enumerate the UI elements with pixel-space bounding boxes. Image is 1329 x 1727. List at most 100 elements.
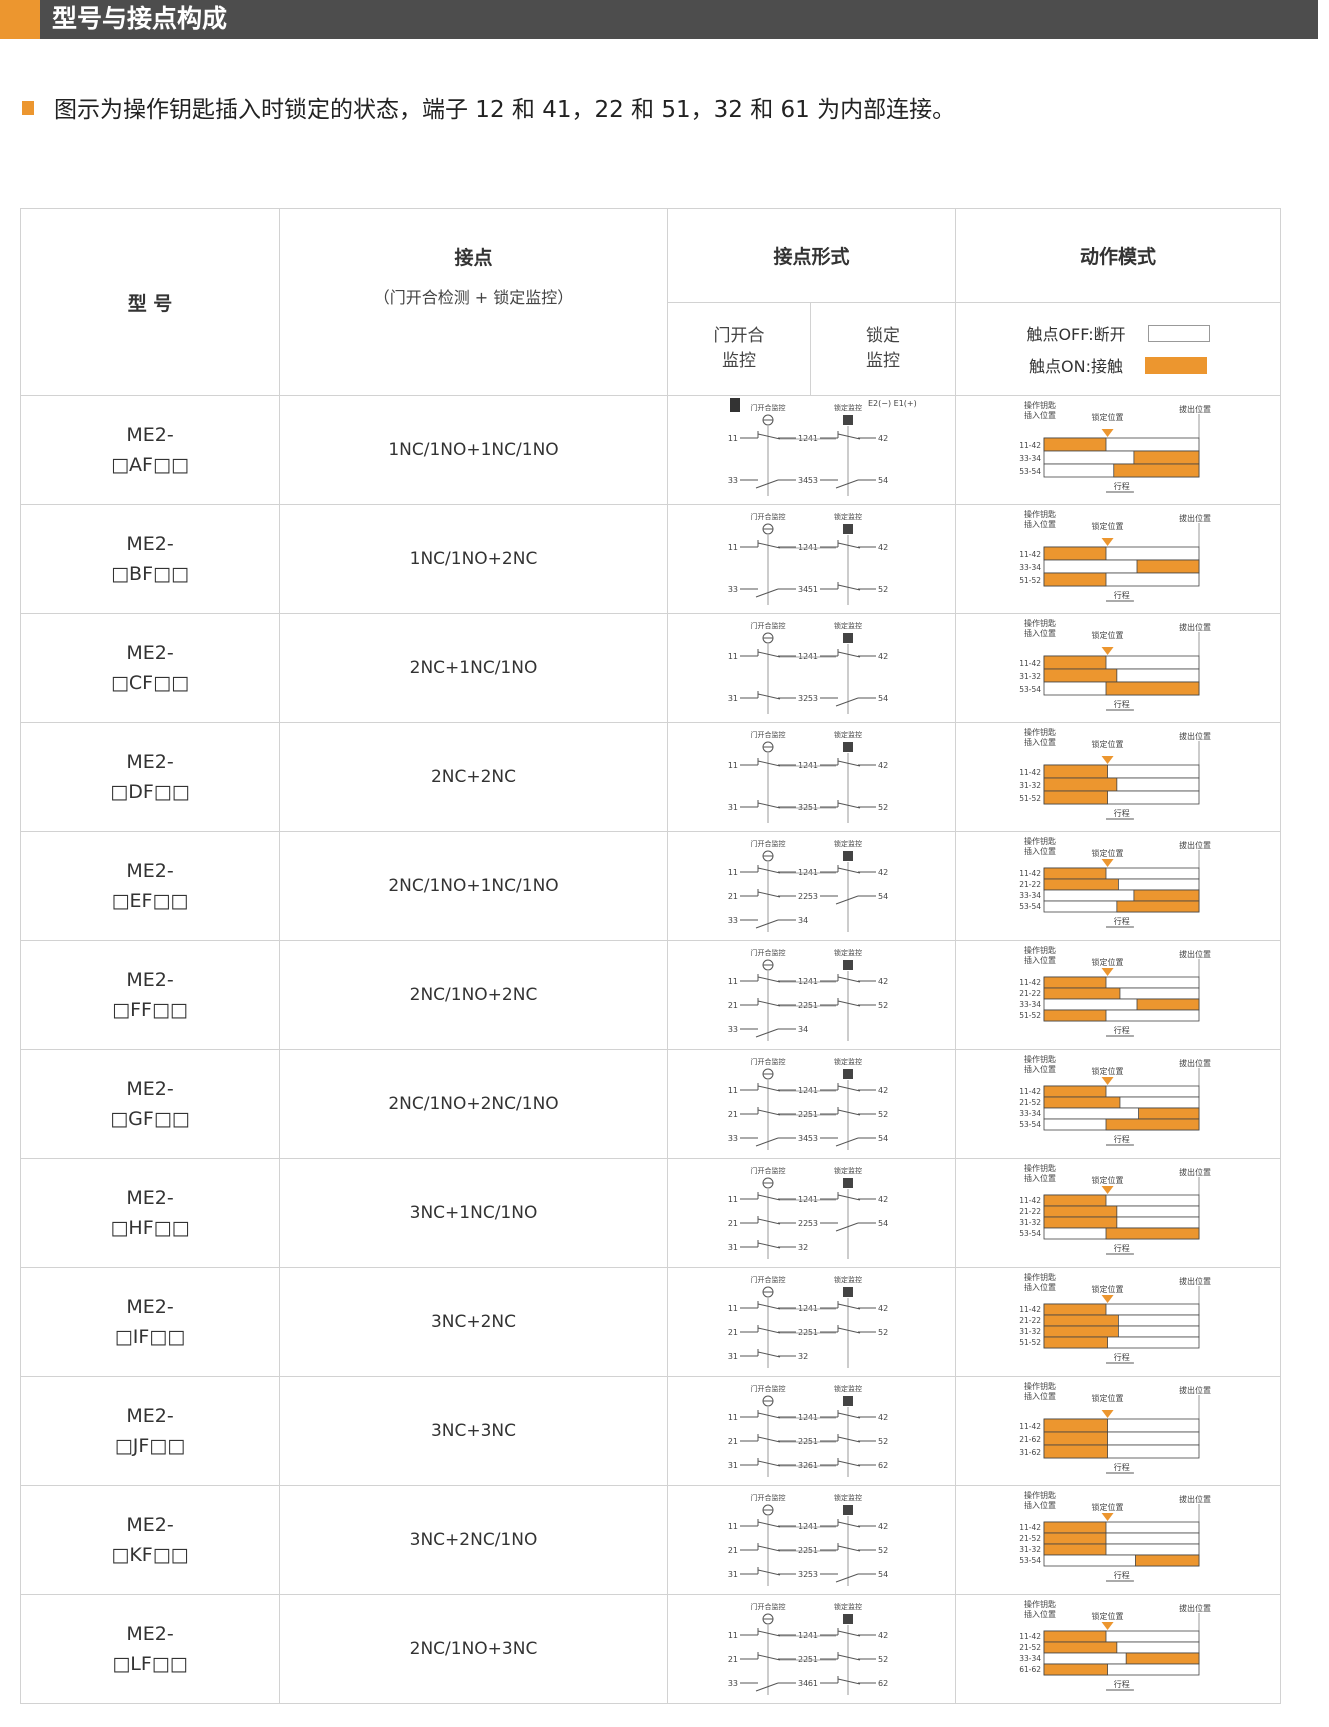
- timing-bar-on: [1043, 1521, 1107, 1534]
- contact-cell: 2NC/1NO+2NC: [279, 940, 668, 1050]
- terminal-label: 53: [808, 476, 818, 485]
- nc-contact: [757, 1460, 781, 1467]
- pull-position-label: 拔出位置: [1179, 1385, 1211, 1395]
- no-contact: [835, 479, 859, 489]
- insert-position-label: 操作钥匙: [1024, 727, 1056, 737]
- model-cell: ME2- □DF□□: [20, 722, 280, 832]
- timing-row-label: 31-32: [1019, 672, 1041, 681]
- nc-contact: [757, 1654, 781, 1661]
- terminal-label: 31: [728, 803, 738, 812]
- timing-row-label: 11-42: [1019, 441, 1041, 450]
- terminal-label: 54: [878, 1134, 888, 1143]
- model-code: □BF□□: [111, 563, 189, 585]
- door-monitor-label: 门开合监控: [751, 1057, 786, 1066]
- nc-contact: [837, 1085, 861, 1092]
- subheader-lock: 锁定 监控: [809, 302, 957, 396]
- pull-position-label: 拔出位置: [1179, 840, 1211, 850]
- lock-monitor-label: 锁定监控: [834, 621, 862, 630]
- model-cell: ME2- □AF□□: [20, 395, 280, 505]
- model-cell: ME2- □BF□□: [20, 504, 280, 614]
- terminal-label: 61: [808, 1679, 818, 1688]
- banner-accent: [0, 0, 40, 39]
- lock-monitor-label: 锁定监控: [834, 1275, 862, 1284]
- terminal-label: 42: [878, 1522, 888, 1531]
- insert-position-label: 操作钥匙: [1024, 1490, 1056, 1500]
- door-monitor-label: 门开合监控: [751, 1384, 786, 1393]
- legend-on-swatch: [1145, 356, 1207, 374]
- action-mode-cell: 操作钥匙 插入位置 锁定位置 拔出位置 11-42 33-34 51-52 行程: [955, 504, 1282, 614]
- nc-contact: [837, 1678, 861, 1685]
- nc-contact: [837, 1460, 861, 1467]
- lock-monitor-label: 锁定监控: [834, 948, 862, 957]
- timing-bar-on: [1043, 1303, 1107, 1316]
- terminal-label: 31: [728, 1461, 738, 1470]
- lock-position-label: 锁定位置: [1092, 521, 1124, 531]
- insert-position-label-2: 插入位置: [1024, 1064, 1056, 1074]
- lock-actuator-icon: [843, 1614, 853, 1624]
- section-banner: 型号与接点构成: [0, 0, 1318, 39]
- timing-bar-on: [1043, 1431, 1108, 1446]
- terminal-label: 42: [878, 761, 888, 770]
- insert-position-label-2: 插入位置: [1024, 1500, 1056, 1510]
- timing-row-label: 33-34: [1019, 563, 1041, 572]
- timing-row-label: 31-32: [1019, 781, 1041, 790]
- timing-bar-on: [1043, 764, 1108, 779]
- lock-actuator-icon: [843, 960, 853, 970]
- nc-contact: [837, 976, 861, 983]
- terminal-label: 42: [878, 868, 888, 877]
- model-prefix: ME2-: [126, 1078, 174, 1100]
- timing-bar-on: [1105, 1227, 1200, 1240]
- timing-row-label: 31-32: [1019, 1545, 1041, 1554]
- terminal-label: 31: [728, 1570, 738, 1579]
- terminal-label: 52: [878, 1110, 888, 1119]
- door-monitor-label: 门开合监控: [751, 1275, 786, 1284]
- timing-row-label: 21-52: [1019, 1534, 1041, 1543]
- timing-bar-on: [1043, 1336, 1108, 1349]
- nc-contact: [757, 1545, 781, 1552]
- terminal-label: 21: [728, 1328, 738, 1337]
- nc-contact: [837, 1521, 861, 1528]
- timing-bar-on: [1043, 668, 1118, 683]
- lock-position-label: 锁定位置: [1092, 630, 1124, 640]
- lock-position-label: 锁定位置: [1092, 848, 1124, 858]
- insert-position-label-2: 插入位置: [1024, 628, 1056, 638]
- timing-bar-on: [1043, 1205, 1118, 1218]
- lock-monitor-label: 锁定监控: [834, 1384, 862, 1393]
- lock-actuator-icon: [843, 524, 853, 534]
- timing-row-label: 51-52: [1019, 1011, 1041, 1020]
- insert-position-label-2: 插入位置: [1024, 1282, 1056, 1292]
- table-row: ME2- □LF□□ 2NC/1NO+3NC 门开合监控 锁定监控 11 12 21 22 3…: [20, 1594, 1282, 1704]
- contact-diagram-cell: 门开合监控 锁定监控 11 12 21 22 33 34 41 42 51 52 61 62: [666, 1594, 957, 1704]
- action-mode-cell: 操作钥匙 插入位置 锁定位置 拔出位置 11-42 21-22 31-32 51-52 行程: [955, 1267, 1282, 1377]
- timing-row-label: 53-54: [1019, 685, 1041, 694]
- col-header-model: 型 号: [20, 208, 280, 396]
- timing-row-label: 33-34: [1019, 454, 1041, 463]
- timing-row-label: 31-32: [1019, 1327, 1041, 1336]
- model-code: □GF□□: [110, 1108, 190, 1130]
- lock-position-marker-icon: [1101, 538, 1114, 546]
- lock-position-marker-icon: [1101, 968, 1114, 976]
- nc-contact: [757, 1327, 781, 1334]
- terminal-label: 62: [878, 1679, 888, 1688]
- lock-monitor-label: 锁定监控: [834, 730, 862, 739]
- nc-contact: [837, 651, 861, 658]
- timing-bar-on: [1043, 1630, 1107, 1643]
- subheader-lock-line1: 锁定: [866, 326, 900, 346]
- model-cell: ME2- □HF□□: [20, 1158, 280, 1268]
- terminal-label: 11: [728, 1304, 738, 1313]
- lock-position-label: 锁定位置: [1092, 1393, 1124, 1403]
- table-row: ME2- □JF□□ 3NC+3NC 门开合监控 锁定监控 11 12 21 22 31 32 4…: [20, 1376, 1282, 1486]
- timing-row-label: 53-54: [1019, 1229, 1041, 1238]
- subheader-door: 门开合 监控: [667, 302, 811, 396]
- nc-contact: [757, 1521, 781, 1528]
- no-contact: [755, 1028, 779, 1038]
- timing-bar-on: [1043, 976, 1107, 989]
- lock-actuator-icon: [843, 742, 853, 752]
- nc-contact: [837, 1000, 861, 1007]
- nc-contact: [757, 891, 781, 898]
- nc-contact: [757, 1630, 781, 1637]
- timing-row-label: 21-52: [1019, 1643, 1041, 1652]
